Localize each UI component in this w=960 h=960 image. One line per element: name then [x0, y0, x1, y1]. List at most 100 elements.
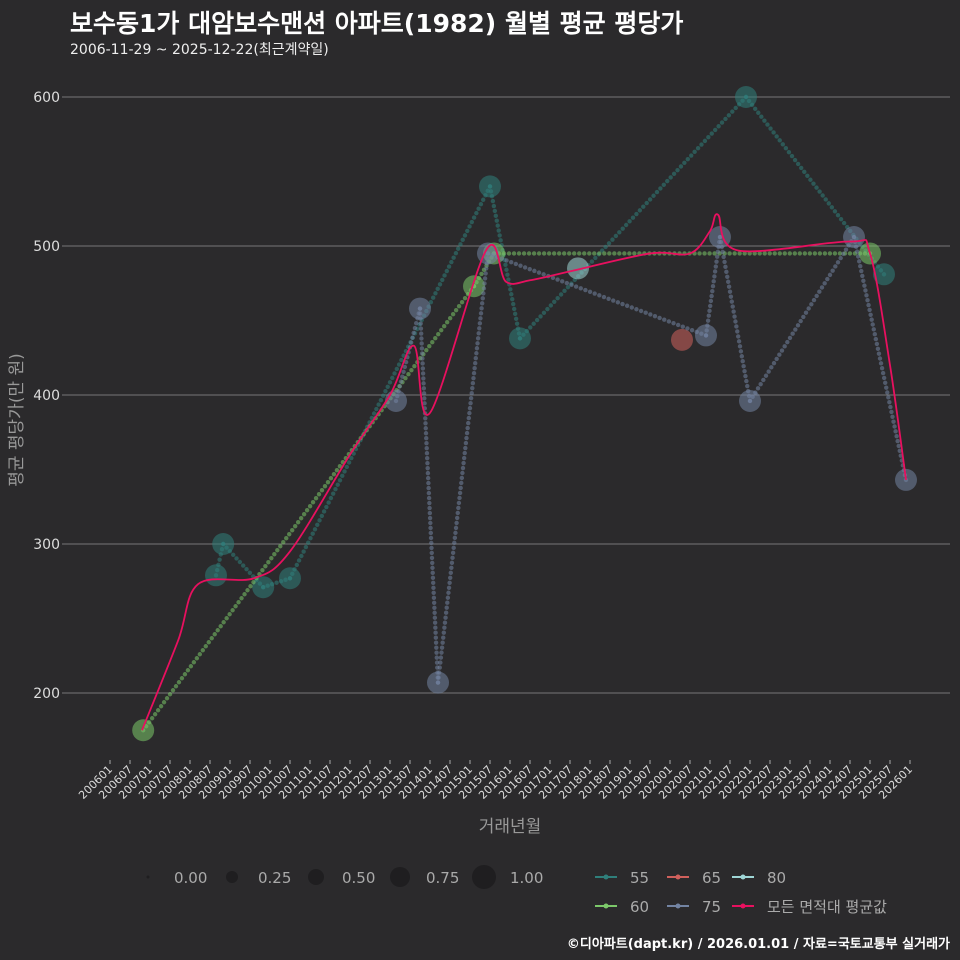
- series-75-dot: [457, 495, 462, 501]
- series-75-dot: [555, 277, 560, 282]
- series-75-dot: [886, 395, 891, 400]
- series-75-dot: [471, 371, 477, 376]
- series-75-dot: [430, 575, 436, 581]
- series-60-dot: [409, 368, 414, 373]
- series-60-dot: [531, 251, 537, 256]
- series-75-dot: [429, 540, 434, 546]
- series-75-dot: [744, 378, 749, 384]
- series-55-dot: [330, 491, 336, 496]
- series-75-dot: [657, 315, 662, 321]
- series-75-dot: [708, 303, 713, 309]
- series-60-dot: [607, 251, 612, 256]
- series-75-dot: [801, 314, 806, 320]
- series-75-dot: [714, 259, 719, 264]
- series-75-dot: [518, 263, 523, 268]
- series-75-dot: [648, 312, 653, 317]
- series-60-dot: [450, 312, 456, 317]
- series-55-point: [212, 533, 235, 555]
- series-75-dot: [671, 320, 676, 326]
- series-60-dot: [632, 251, 637, 256]
- series-75-dot: [428, 535, 434, 541]
- series-55-dot: [308, 535, 313, 541]
- series-75-dot: [715, 254, 720, 259]
- series-75-dot: [477, 326, 482, 331]
- series-75-dot: [456, 505, 461, 511]
- series-75-dot: [707, 308, 712, 314]
- series-55-dot: [344, 464, 350, 470]
- series-55-dot: [620, 226, 625, 231]
- series-55-dot: [451, 255, 456, 260]
- series-75-dot: [445, 600, 450, 605]
- series-75-dot: [725, 279, 731, 284]
- series-75-dot: [411, 330, 416, 336]
- series-55-dot: [305, 540, 311, 545]
- series-75-dot: [729, 299, 735, 304]
- series-60-dot: [433, 336, 438, 341]
- series-75-dot: [733, 319, 738, 324]
- series-75-dot: [428, 530, 433, 536]
- series-75-dot: [420, 356, 425, 361]
- series-75-dot: [421, 376, 426, 381]
- series-55-dot: [783, 146, 789, 151]
- series-75-dot: [475, 341, 480, 346]
- x-axis-title: 거래년월: [479, 817, 542, 837]
- series-55-dot: [730, 109, 735, 114]
- series-75-dot: [745, 383, 750, 389]
- series-75-dot: [798, 318, 803, 324]
- series-60-dot: [295, 520, 301, 525]
- series-75-dot: [735, 334, 741, 339]
- series-55-dot: [811, 181, 816, 186]
- series-75-dot: [425, 475, 431, 481]
- series-55-dot: [617, 230, 622, 235]
- series-75-dot: [737, 344, 743, 349]
- series-75-dot: [725, 274, 730, 279]
- series-55-dot: [315, 522, 320, 528]
- series-75-dot: [863, 288, 868, 293]
- series-60-dot: [439, 328, 444, 333]
- series-75-dot: [838, 255, 843, 261]
- series-75-dot: [897, 448, 902, 453]
- series-75-dot: [423, 416, 428, 421]
- series-55-dot: [462, 233, 468, 238]
- series-55-dot: [376, 402, 381, 407]
- series-60-dot: [155, 708, 161, 713]
- series-60-dot: [447, 316, 453, 321]
- series-75-dot: [454, 515, 460, 521]
- series-75-dot: [869, 317, 874, 322]
- series-55-dot: [565, 284, 571, 290]
- series-75-dot: [730, 304, 735, 309]
- series-75-dot: [467, 410, 472, 416]
- series-75-dot: [825, 276, 830, 282]
- series-60-dot: [444, 320, 450, 325]
- series-60-dot: [298, 516, 304, 521]
- series-60-dot: [546, 251, 552, 256]
- series-55-dot: [503, 262, 508, 268]
- series-60-dot: [292, 524, 298, 529]
- series-75-dot: [803, 310, 809, 315]
- series-75-dot: [785, 339, 790, 345]
- series-55-dot: [792, 157, 798, 163]
- series-60-dot: [456, 304, 462, 309]
- series-55-dot: [506, 277, 511, 282]
- series-55-dot: [671, 171, 677, 177]
- series-55-dot: [829, 205, 835, 210]
- legend-label: 60: [630, 898, 649, 916]
- series-75-dot: [880, 370, 886, 376]
- series-55-dot: [509, 292, 514, 297]
- series-75-dot: [400, 374, 405, 379]
- series-75-dot: [439, 645, 445, 650]
- series-75-dot: [448, 575, 453, 580]
- series-75-dot: [873, 336, 879, 342]
- series-75-dot: [881, 375, 887, 381]
- series-75-dot: [819, 285, 825, 290]
- series-75-dot: [876, 351, 882, 356]
- series-75-dot: [638, 308, 644, 314]
- series-55-point: [873, 263, 895, 286]
- series-55-dot: [709, 131, 714, 136]
- series-55-dot: [437, 282, 443, 287]
- series-75-dot: [465, 425, 470, 431]
- series-75-dot: [735, 329, 740, 334]
- series-60-dot: [572, 251, 577, 256]
- series-60-dot: [617, 251, 622, 256]
